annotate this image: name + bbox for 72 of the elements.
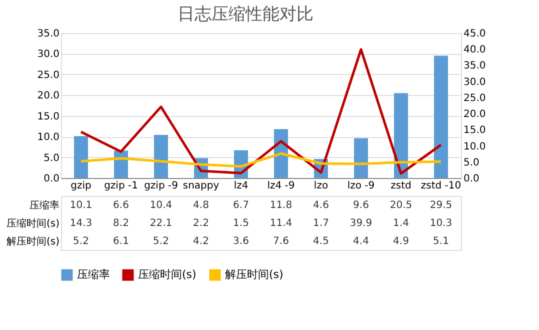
data-label: 3.6	[233, 236, 249, 247]
text: 压缩时间(s)	[6, 218, 60, 230]
line-series	[80, 48, 442, 175]
y-tick-label: 5.0	[44, 152, 60, 164]
y2-tick-label: 45.0	[464, 28, 486, 40]
data-label: 5.1	[433, 236, 449, 247]
bar	[354, 138, 368, 178]
bar	[154, 134, 168, 178]
y2-tick-label: 15.0	[464, 125, 486, 136]
y2-tick-label: 0.0	[464, 174, 480, 184]
bar	[434, 56, 448, 178]
data-label: 1.4	[393, 218, 409, 229]
data-label: 22.1	[150, 218, 172, 229]
data-label: 9.6	[353, 200, 369, 211]
text: 解压时间(s)	[6, 236, 60, 248]
y-tick-label: 20.0	[37, 90, 60, 102]
x-tick-label: lzo	[314, 180, 328, 192]
y-tick-label: 30.0	[37, 49, 60, 60]
data-label: 29.5	[430, 200, 452, 211]
y2-tick-label: 10.0	[464, 141, 486, 152]
data-label: 8.2	[113, 218, 129, 229]
y-tick-label: 10.0	[37, 132, 60, 144]
y-tick-label: 0.0	[44, 174, 60, 184]
y2-tick-label: 20.0	[464, 109, 486, 120]
data-label: 1.7	[313, 218, 329, 229]
chart-title: 日志压缩性能对比	[178, 4, 314, 24]
x-tick-label: lzo -9	[347, 180, 375, 192]
data-label: 5.2	[153, 236, 169, 247]
y2-tick-label: 40.0	[464, 44, 486, 56]
text: 压缩率	[30, 200, 60, 212]
data-label: 6.6	[113, 200, 129, 211]
data-label: 7.6	[273, 236, 289, 247]
legend-label: 解压时间(s)	[225, 268, 284, 281]
x-tick-label: zstd	[390, 180, 412, 192]
y2-tick-label: 35.0	[464, 60, 486, 72]
legend-label: 压缩率	[77, 268, 110, 281]
data-label: 14.3	[70, 218, 92, 229]
data-label: 1.5	[233, 218, 249, 229]
y-tick-label: 25.0	[37, 70, 60, 81]
legend-label: 压缩时间(s)	[138, 268, 196, 281]
data-label: 10.3	[430, 218, 452, 229]
data-label: 4.2	[193, 236, 209, 247]
data-label: 4.9	[393, 236, 409, 247]
y2-tick-label: 25.0	[464, 92, 486, 104]
data-label: 5.2	[73, 236, 89, 247]
y2-tick-label: 30.0	[464, 76, 486, 88]
x-tick-label: gzip -1	[104, 180, 138, 192]
x-tick-label: lz4	[234, 180, 248, 192]
x-tick-label: snappy	[182, 180, 220, 192]
data-label: 11.4	[270, 218, 292, 229]
data-label: 39.9	[350, 218, 372, 229]
data-label: 4.4	[353, 236, 369, 247]
data-label: 20.5	[390, 200, 412, 211]
data-label: 4.5	[313, 236, 329, 247]
line-series	[80, 152, 442, 168]
x-tick-label: gzip	[70, 180, 92, 192]
data-label: 2.2	[193, 218, 209, 229]
y-tick-label: 35.0	[37, 28, 60, 40]
y2-tick-label: 5.0	[464, 157, 480, 168]
data-label: 10.4	[150, 200, 172, 211]
x-tick-label: lz4 -9	[267, 180, 295, 192]
data-label: 4.8	[193, 200, 209, 211]
x-tick-label: zstd -10	[420, 180, 462, 192]
bar	[394, 93, 408, 178]
bar	[74, 136, 88, 178]
data-label: 11.8	[270, 200, 292, 211]
data-label: 4.6	[313, 200, 329, 211]
data-label: 6.7	[233, 200, 249, 211]
y-tick-label: 15.0	[37, 111, 60, 122]
x-tick-label: gzip -9	[144, 180, 178, 192]
data-label: 6.1	[113, 236, 129, 247]
data-label: 10.1	[70, 200, 92, 211]
